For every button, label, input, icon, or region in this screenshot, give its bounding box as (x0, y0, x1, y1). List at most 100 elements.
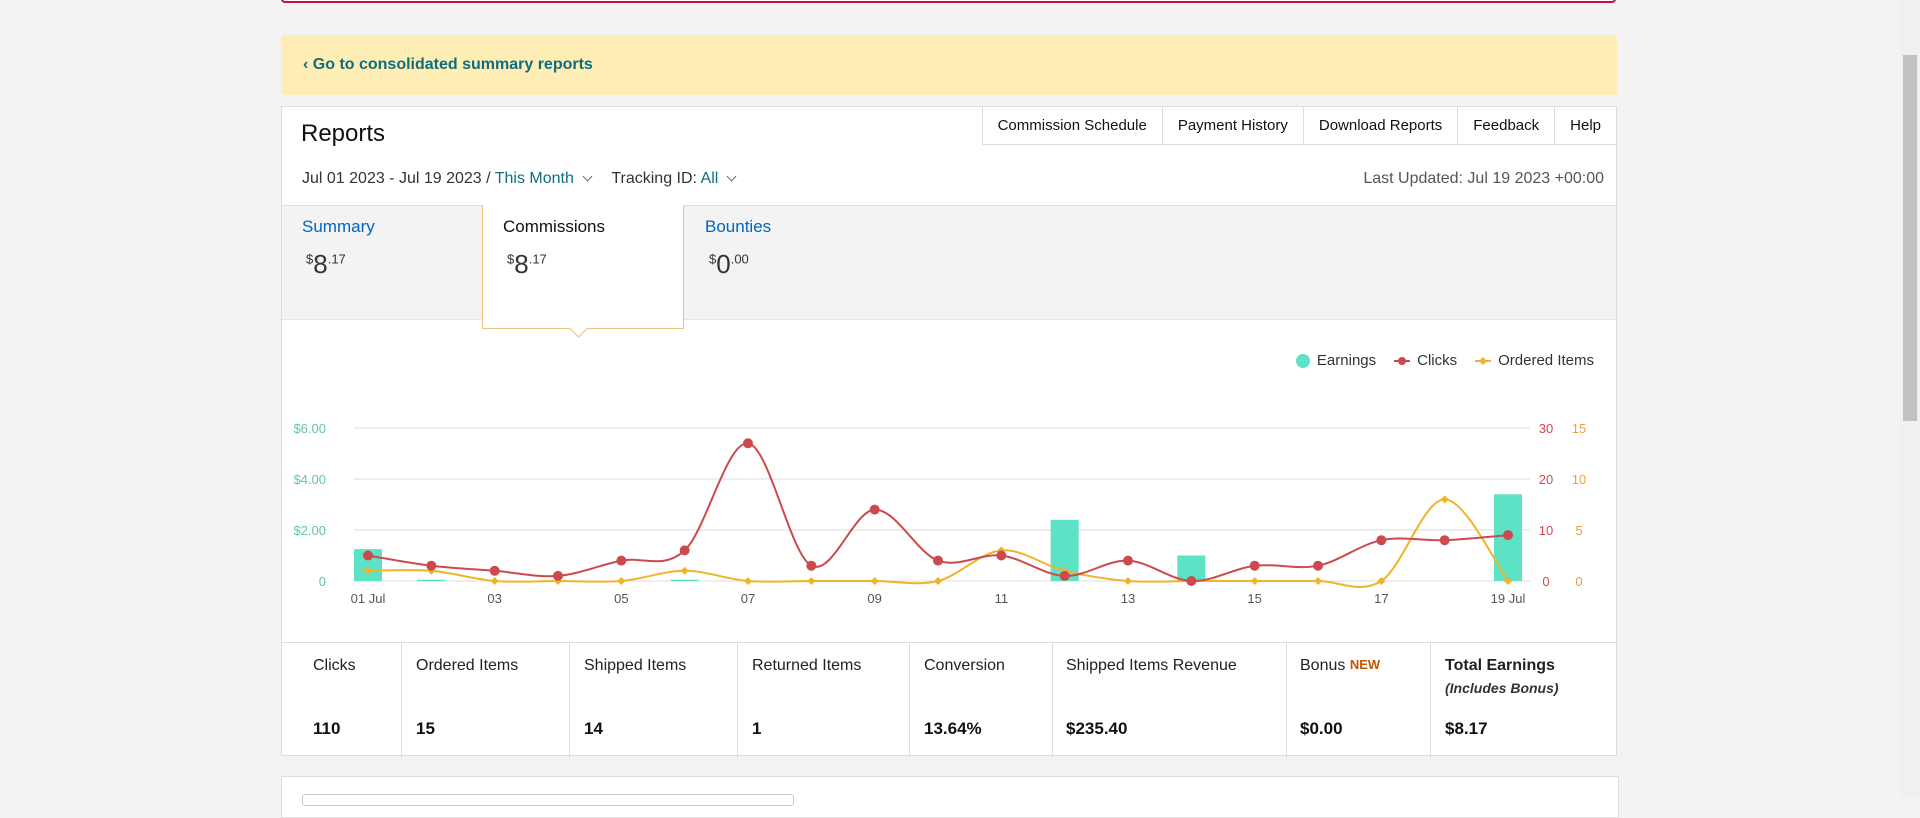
x-tick-label: 01 Jul (351, 591, 386, 606)
stat-returned-items-value: 1 (752, 719, 762, 738)
stat-shipped-revenue: Shipped Items Revenue $235.40 (1053, 643, 1287, 757)
tracking-label: Tracking ID: (611, 170, 697, 187)
stat-conversion: Conversion 13.64% (910, 643, 1053, 757)
earnings-chart: $6.00 $4.00 $2.00 0 30 20 10 0 15 10 5 0 01 Jul 03 05 0… (293, 421, 1586, 606)
stat-shipped-revenue-value: $235.40 (1066, 719, 1128, 738)
clicks-point (1123, 555, 1133, 566)
legend-clicks[interactable]: Clicks (1394, 352, 1457, 369)
y-tick-clicks: 30 (1539, 421, 1553, 436)
stats-row: Clicks 110 Ordered Items 15 Shipped Items 1… (282, 642, 1616, 757)
tab-bounties-label: Bounties (705, 217, 772, 236)
stat-returned-items: Returned Items 1 (738, 643, 910, 757)
legend-earnings[interactable]: Earnings (1295, 352, 1376, 369)
chevron-down-icon[interactable] (582, 171, 593, 182)
date-filter-row: Jul 01 2023 - Jul 19 2023 / This Month T… (302, 170, 743, 188)
earnings-bar (670, 579, 699, 581)
stat-shipped-items: Shipped Items 14 (570, 643, 738, 757)
tab-commissions-label: Commissions (503, 217, 606, 236)
clicks-point (616, 555, 627, 566)
legend-ordered-items[interactable]: Ordered Items (1475, 352, 1594, 369)
clicks-point (679, 545, 690, 556)
ordered-items-point (870, 577, 879, 585)
commission-schedule-button[interactable]: Commission Schedule (983, 107, 1163, 144)
tracking-id-dropdown[interactable]: All (700, 170, 719, 187)
last-updated: Last Updated: Jul 19 2023 +00:00 (1363, 170, 1604, 187)
new-badge: NEW (1349, 657, 1381, 672)
tab-bounties-amount: $0.00 (709, 249, 749, 279)
x-tick-label: 17 (1374, 591, 1388, 606)
clicks-point (743, 438, 753, 449)
stat-total-earnings: Total Earnings (Includes Bonus) $8.17 (1445, 657, 1559, 738)
x-tick-label: 03 (487, 591, 501, 606)
clicks-point (1439, 535, 1450, 546)
consolidated-banner: ‹ Go to consolidated summary reports (281, 35, 1617, 95)
ordered-items-point (1440, 495, 1449, 504)
ordered-items-point (617, 577, 626, 585)
ordered-items-point (997, 546, 1006, 555)
y-tick-items: 15 (1572, 421, 1586, 436)
y-tick-earnings: $2.00 (293, 523, 326, 538)
stat-bonus: Bonus NEW $0.00 (1287, 643, 1431, 757)
lower-card (281, 776, 1619, 818)
x-tick-label: 13 (1121, 591, 1135, 606)
y-tick-earnings: $6.00 (293, 421, 326, 436)
page-title: Reports (301, 120, 386, 147)
y-tick-items: 10 (1572, 472, 1586, 487)
y-tick-items: 5 (1575, 523, 1582, 538)
x-tick-label: 07 (741, 591, 755, 606)
clicks-point (1059, 570, 1070, 581)
stat-clicks-value: 110 (313, 719, 341, 738)
ordered-items-point (680, 566, 689, 575)
earnings-dot-icon (1295, 353, 1310, 368)
ordered-items-point (1314, 577, 1322, 585)
y-tick-earnings: $4.00 (293, 472, 326, 487)
y-tick-earnings: 0 (319, 574, 326, 589)
chart-legend: Earnings Clicks Ordered Items (1295, 352, 1594, 369)
tab-commissions-amount: $8.17 (507, 249, 547, 279)
clicks-point (806, 560, 817, 571)
stat-ordered-items: Ordered Items 15 (402, 643, 570, 757)
clicks-point (426, 560, 437, 571)
tab-bounties[interactable]: Bounties $0.00 (705, 217, 865, 280)
stat-conversion-value: 13.64% (924, 719, 982, 738)
download-reports-button[interactable]: Download Reports (1304, 107, 1459, 144)
tab-commissions[interactable]: Commissions $8.17 (503, 217, 663, 280)
top-alert-box (281, 0, 1616, 3)
scrollbar-thumb[interactable] (1903, 55, 1917, 421)
x-tick-label: 15 (1247, 591, 1261, 606)
tab-summary-amount: $8.17 (306, 249, 346, 279)
period-dropdown[interactable]: This Month (494, 170, 574, 187)
ordered-items-line (367, 498, 1509, 589)
stat-bonus-value: $0.00 (1300, 719, 1343, 738)
active-tab-panel (482, 205, 684, 329)
ordered-items-point (744, 577, 752, 585)
x-tick-label: 11 (995, 591, 1009, 606)
ordered-items-point (1124, 577, 1132, 585)
reports-nav: Commission Schedule Payment History Down… (981, 106, 1617, 145)
ordered-items-point (1504, 577, 1512, 585)
feedback-button[interactable]: Feedback (1458, 107, 1556, 144)
date-range: Jul 01 2023 - Jul 19 2023 / (302, 170, 491, 187)
help-button[interactable]: Help (1570, 117, 1601, 134)
y-tick-clicks: 0 (1542, 574, 1549, 589)
tab-summary[interactable]: Summary $8.17 (302, 217, 462, 280)
reports-card: Reports Commission Schedule Payment Hist… (281, 106, 1617, 757)
payment-history-button[interactable]: Payment History (1163, 107, 1304, 144)
chevron-down-icon[interactable] (726, 171, 737, 182)
consolidated-reports-link[interactable]: ‹ Go to consolidated summary reports (303, 56, 593, 73)
stat-shipped-items-value: 14 (584, 719, 603, 738)
ordered-items-point (490, 577, 499, 585)
scrollbar-track[interactable] (1900, 0, 1920, 797)
clicks-point (1503, 530, 1513, 541)
y-tick-items: 0 (1575, 574, 1582, 589)
x-tick-label: 09 (867, 591, 881, 606)
tab-summary-label: Summary (302, 217, 375, 236)
clicks-point (869, 504, 880, 515)
y-tick-clicks: 10 (1539, 523, 1553, 538)
ordered-items-line-icon (1475, 356, 1492, 365)
stat-ordered-items-value: 15 (416, 719, 435, 738)
ordered-items-point (934, 577, 942, 585)
clicks-point (1249, 560, 1260, 571)
lower-tabs[interactable] (302, 794, 794, 806)
stat-clicks: Clicks 110 (282, 643, 402, 757)
